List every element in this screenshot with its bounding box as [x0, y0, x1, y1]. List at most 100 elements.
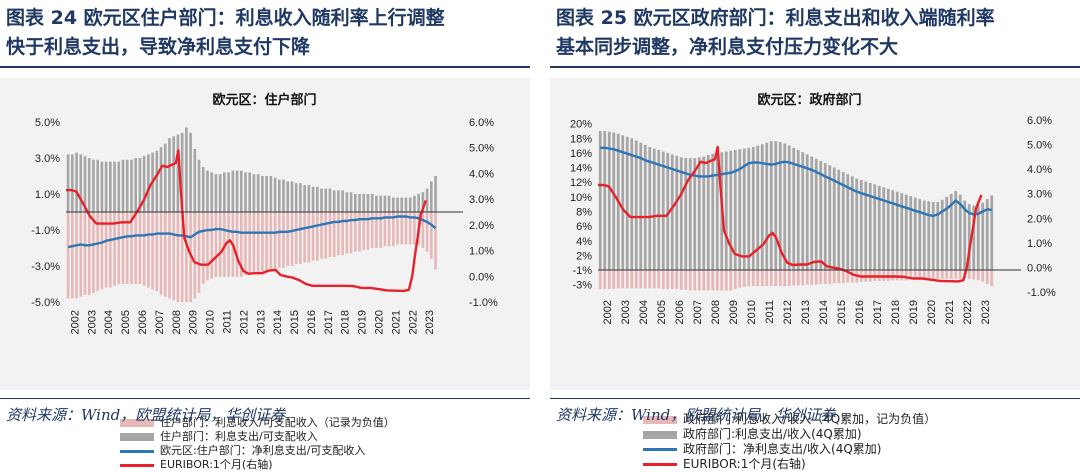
bar	[958, 270, 962, 279]
bar	[366, 212, 370, 250]
bar	[679, 270, 683, 290]
bar	[265, 212, 268, 272]
bar	[630, 270, 634, 289]
legend-label: 住户部门：利息支出/可支配收入	[160, 430, 318, 443]
bar	[630, 138, 634, 271]
x-tick-label: 2012	[238, 310, 250, 334]
bar	[379, 195, 382, 212]
bar	[922, 200, 926, 271]
bar	[747, 147, 751, 271]
bar	[918, 270, 922, 280]
bar	[320, 212, 323, 259]
bar	[783, 270, 787, 287]
source-divider	[0, 398, 530, 399]
bar	[113, 161, 116, 212]
bar	[958, 194, 962, 271]
bar	[180, 132, 184, 212]
bar	[218, 212, 222, 277]
bar	[138, 158, 142, 212]
figure-24-panel: 图表 24 欧元区住户部门：利息收入随利率上行调整 快于利息支出，导致净利息支付…	[0, 0, 530, 471]
x-tick-label: 2009	[728, 300, 740, 324]
figure-25-source: 资料来源：Wind，欧盟统计局，华创证券	[556, 406, 836, 424]
bar	[417, 194, 420, 212]
bar	[358, 212, 361, 252]
bar	[819, 160, 823, 271]
legend-swatch	[120, 449, 154, 453]
bar	[810, 270, 814, 285]
bar	[832, 270, 836, 284]
bar	[104, 212, 108, 288]
bar	[657, 150, 661, 271]
bar	[83, 212, 87, 295]
bar	[256, 212, 260, 274]
bar	[294, 212, 298, 265]
bar	[814, 158, 818, 271]
bar	[846, 174, 850, 271]
bar	[895, 191, 899, 271]
bar	[269, 212, 273, 270]
bar	[652, 148, 656, 271]
y-left-tick-label: -1%	[572, 265, 592, 277]
bar	[155, 150, 159, 212]
bar	[621, 270, 625, 289]
y-left-tick-label: 2%	[576, 250, 592, 262]
x-tick-label: 2019	[357, 310, 369, 334]
bar	[239, 170, 243, 212]
legend-label: EURIBOR:1个月(右轴)	[683, 457, 806, 471]
x-tick-label: 2003	[86, 310, 98, 334]
y-right-tick-label: 6.0%	[1027, 115, 1052, 127]
x-tick-label: 2020	[374, 310, 386, 334]
bar	[227, 172, 230, 212]
bar	[96, 159, 99, 212]
bar	[151, 212, 154, 290]
bar	[142, 212, 146, 286]
bar	[396, 197, 399, 212]
bar	[349, 212, 353, 254]
bar	[185, 212, 188, 302]
bar	[421, 212, 425, 248]
bar	[210, 212, 214, 279]
bar	[697, 270, 701, 291]
bar	[720, 270, 724, 291]
bar	[954, 190, 958, 271]
bar	[79, 154, 83, 212]
y-left-tick-label: 14%	[570, 163, 592, 175]
bar	[598, 130, 602, 271]
bar	[688, 270, 692, 291]
bar	[927, 201, 931, 271]
y-right-tick-label: 2.0%	[469, 220, 494, 232]
bar	[311, 212, 315, 261]
bar	[855, 178, 859, 271]
bar	[801, 270, 805, 286]
bar	[688, 158, 692, 271]
bar	[634, 270, 638, 289]
x-tick-label: 2011	[764, 300, 776, 324]
bar	[922, 270, 926, 280]
x-tick-label: 2013	[800, 300, 812, 324]
bar	[769, 270, 773, 287]
bar	[819, 270, 823, 284]
bar	[332, 212, 336, 257]
bar	[990, 270, 994, 287]
bar	[639, 142, 643, 271]
bar	[337, 212, 340, 256]
legend-label: 政府部门：净利息支出/收入(4Q累加)	[683, 442, 882, 456]
figure-24-title: 图表 24 欧元区住户部门：利息收入随利率上行调整 快于利息支出，导致净利息支付…	[6, 4, 526, 62]
bar	[100, 212, 104, 290]
bar	[805, 154, 809, 271]
bar	[823, 163, 827, 271]
y-left-tick-label: 10%	[570, 192, 592, 204]
bar	[949, 193, 953, 271]
bar	[413, 212, 416, 245]
chart-title: 欧元区：政府部门	[757, 92, 861, 108]
y-left-tick-label: 18%	[570, 133, 592, 145]
bar	[125, 212, 129, 284]
legend-item: 政府部门：净利息支出/收入(4Q累加)	[643, 442, 1043, 457]
bar	[75, 212, 78, 299]
bar	[882, 187, 886, 271]
x-tick-label: 2018	[340, 310, 352, 334]
y-right-tick-label: 4.0%	[469, 168, 494, 180]
bar	[109, 212, 112, 288]
bar	[711, 153, 715, 271]
bar	[828, 165, 832, 271]
